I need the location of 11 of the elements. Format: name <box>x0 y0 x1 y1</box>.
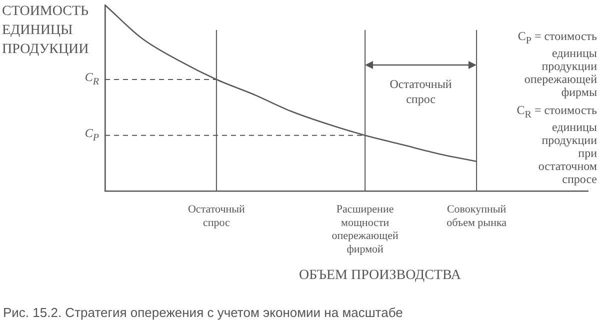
annotation: C$_{R}$ = стоимость единицы продукции при остаточном спросе <box>516 103 597 186</box>
x-tick-label: Расширение мощности опережающей фирмой <box>332 204 398 256</box>
x-axis-title: ОБЪЕМ ПРОИЗВОДСТВА <box>298 268 462 283</box>
annotation: Остаточный спрос <box>388 77 453 107</box>
ref-line-label: C$_{R}$ <box>84 70 99 90</box>
ref-line-label: C$_{P}$ <box>84 126 99 146</box>
annotation: C$_{P}$ = стоимость единицы продукции опережающей фирмы <box>518 29 597 100</box>
y-axis-title: СТОИМОСТЬ ЕДИНИЦЫ ПРОДУКЦИИ <box>2 3 89 59</box>
x-tick-label: Совокупный объем рынка <box>446 204 507 229</box>
x-tick-label: Остаточный спрос <box>188 204 246 229</box>
text: Рис. 15.2. Стратегия опережения с учетом экономии на масштабе <box>3 305 403 320</box>
